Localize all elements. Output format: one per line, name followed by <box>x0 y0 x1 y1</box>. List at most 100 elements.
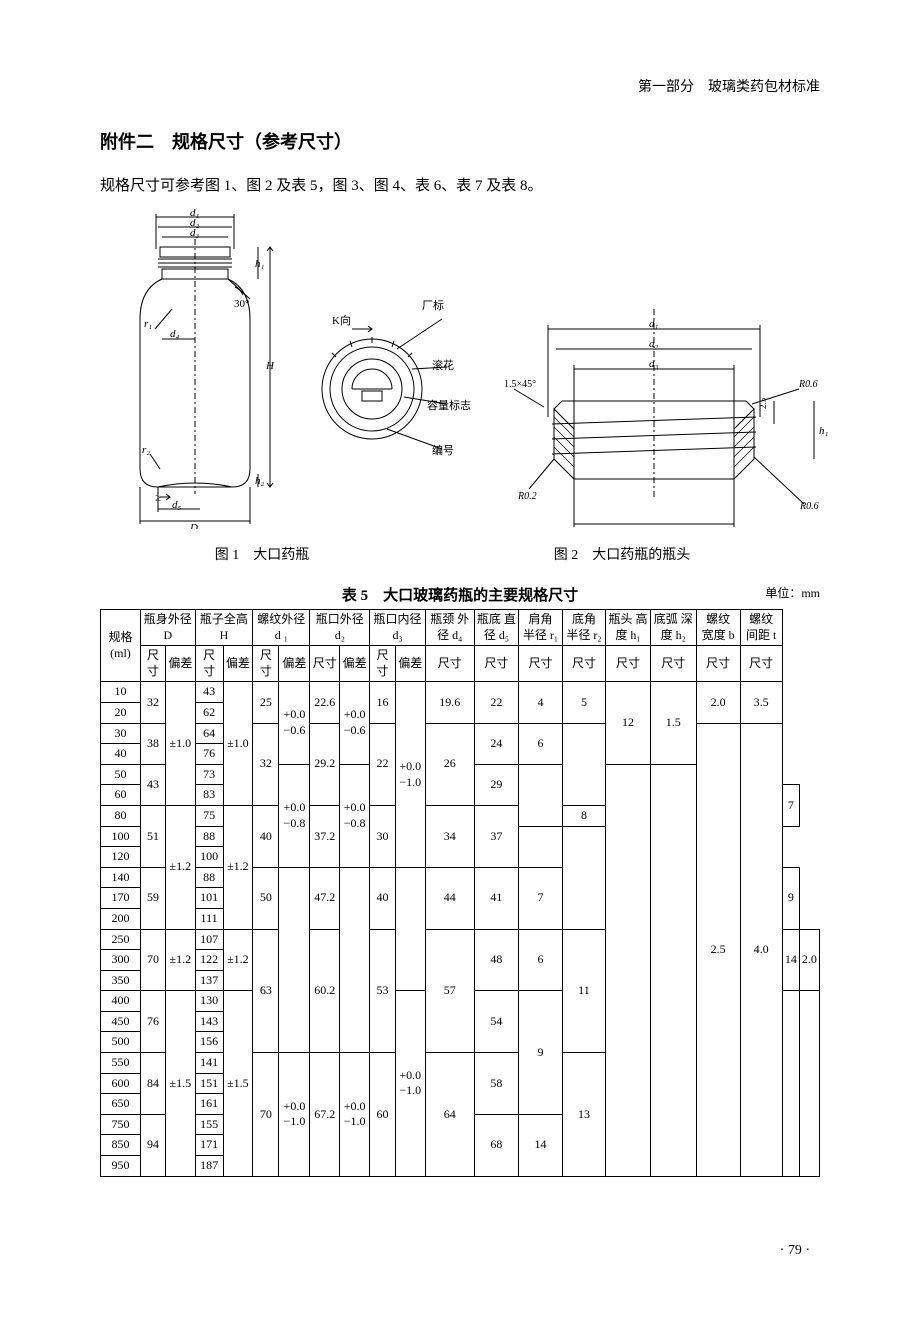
fig1-d5-label: d₅ <box>172 499 182 511</box>
cell: 44 <box>425 867 474 929</box>
cell: 2.0 <box>799 929 819 991</box>
cell <box>782 991 799 1176</box>
th-size: 尺寸 <box>740 646 782 682</box>
cell: 2.5 <box>696 723 740 1176</box>
th-d1: 螺纹外径 d ₁ <box>253 610 310 646</box>
cell: 53 <box>370 929 396 1053</box>
cell: 141 <box>195 1053 223 1074</box>
cell: 500 <box>101 1032 141 1053</box>
cell: 22 <box>474 682 519 723</box>
cell: 76 <box>195 744 223 765</box>
cell: 57 <box>425 929 474 1053</box>
cell: 43 <box>140 764 165 805</box>
th-size: 尺寸 <box>370 646 396 682</box>
cell: 48 <box>474 929 519 991</box>
cell: 13 <box>562 1053 606 1177</box>
fig2-r06a-label: R0.6 <box>798 379 818 390</box>
spec-table: 规格 (ml) 瓶身外径 D 瓶子全高 H 螺纹外径 d ₁ 瓶口外径 d₂ 瓶… <box>100 609 820 1177</box>
figures-row: d₁ d₂ d₃ d₄ r₁ r₂ 30° H h₁ h₂ d₅ D ≥ <box>100 209 820 534</box>
cell: 63 <box>253 929 279 1053</box>
fig1-caption: 图 1 大口药瓶 <box>100 544 424 564</box>
page-number: · 79 · <box>780 1243 810 1259</box>
th-size: 尺寸 <box>253 646 279 682</box>
cell: 64 <box>195 723 223 744</box>
cell: 60.2 <box>310 929 340 1053</box>
cell: 58 <box>474 1053 519 1115</box>
kview-bianhao: 编号 <box>432 443 454 457</box>
cell <box>606 764 651 1176</box>
fig1-h1-label: h₁ <box>255 258 265 270</box>
cell: 9 <box>782 867 799 929</box>
cell: 88 <box>195 826 223 847</box>
cell: 84 <box>140 1053 165 1115</box>
fig2-d3-label: d₃ <box>649 358 659 370</box>
cell: 68 <box>474 1114 519 1176</box>
table-title: 表 5 大口玻璃药瓶的主要规格尺寸 单位：mm <box>100 584 820 605</box>
cell: 41 <box>474 867 519 929</box>
th-tol: 偏差 <box>166 646 196 682</box>
cell: +0.0 −1.0 <box>340 1053 370 1177</box>
cell: 29 <box>474 764 519 805</box>
th-h2: 底弧 深度 h₂ <box>650 610 696 646</box>
cell: 171 <box>195 1135 223 1156</box>
th-tol: 偏差 <box>279 646 310 682</box>
fig2-r06b-label: R0.6 <box>799 501 819 512</box>
cell: 88 <box>195 867 223 888</box>
fig2-r02-label: R0.2 <box>517 491 537 502</box>
cell: +0.0 −1.0 <box>395 991 425 1176</box>
cell: 3.5 <box>740 682 782 723</box>
th-D: 瓶身外径 D <box>140 610 195 646</box>
cell <box>650 764 696 1176</box>
cell: 143 <box>195 1011 223 1032</box>
cell: 50 <box>101 764 141 785</box>
fig2-d2-label: d₂ <box>649 338 659 350</box>
figure-1: d₁ d₂ d₃ d₄ r₁ r₂ 30° H h₁ h₂ d₅ D ≥ <box>100 209 300 534</box>
fig2-chamfer-label: 1.5×45° <box>504 379 536 390</box>
cell: 122 <box>195 950 223 971</box>
cell: 73 <box>195 764 223 785</box>
fig1-r2-label: r₂ <box>142 444 150 456</box>
cell: 70 <box>140 929 165 991</box>
th-d5: 瓶底 直径 d₅ <box>474 610 519 646</box>
fig1-d4-label: d₄ <box>170 328 180 340</box>
table-unit: 单位：mm <box>765 584 820 601</box>
th-tol: 偏差 <box>223 646 253 682</box>
kview-changbiao: 厂标 <box>422 298 444 312</box>
cell: 101 <box>195 888 223 909</box>
cell: 22.6 <box>310 682 340 723</box>
kview-gunhua: 滚花 <box>432 358 454 372</box>
cell: 32 <box>253 723 279 805</box>
cell: +0.0 −0.6 <box>279 682 310 764</box>
fig2-caption: 图 2 大口药瓶的瓶头 <box>424 544 820 564</box>
cell: 100 <box>101 826 141 847</box>
th-b: 螺纹 宽度 b <box>696 610 740 646</box>
cell: +0.0 −1.0 <box>395 682 425 867</box>
th-size: 尺寸 <box>474 646 519 682</box>
kview-rongliang: 容量标志 <box>427 398 471 412</box>
cell: 30 <box>101 723 141 744</box>
cell: 30 <box>370 805 396 867</box>
cell: 16 <box>370 682 396 723</box>
cell: ±1.2 <box>166 929 196 991</box>
table-body: 10 32 ±1.0 43 ±1.0 25 +0.0 −0.6 22.6 +0.… <box>101 682 820 1176</box>
fig1-angle-label: 30° <box>234 298 249 310</box>
table-title-text: 表 5 大口玻璃药瓶的主要规格尺寸 <box>342 588 578 604</box>
cell: 7 <box>782 785 799 826</box>
th-h1: 瓶头 高度 h₁ <box>606 610 651 646</box>
cell: 19.6 <box>425 682 474 723</box>
cell: 34 <box>425 805 474 867</box>
cell: 8 <box>562 805 606 826</box>
cell: 9 <box>519 991 563 1115</box>
th-size: 尺寸 <box>195 646 223 682</box>
cell: 24 <box>474 723 519 764</box>
cell: 250 <box>101 929 141 950</box>
th-t: 螺纹 间距 t <box>740 610 782 646</box>
cell: 140 <box>101 867 141 888</box>
cell: 14 <box>782 929 799 991</box>
cell: 750 <box>101 1114 141 1135</box>
figure-captions: 图 1 大口药瓶 图 2 大口药瓶的瓶头 <box>100 544 820 564</box>
cell: ±1.2 <box>166 805 196 929</box>
th-spec: 规格 (ml) <box>101 610 141 682</box>
th-size: 尺寸 <box>310 646 340 682</box>
cell: 950 <box>101 1156 141 1177</box>
